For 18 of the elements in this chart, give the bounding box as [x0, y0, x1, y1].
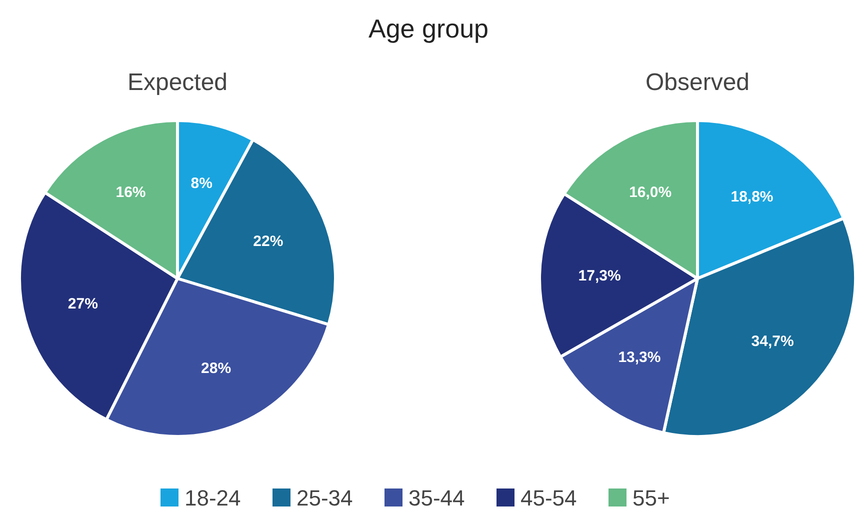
slice-label: Expected [127, 69, 228, 96]
data-label: 17,3% [578, 268, 621, 285]
chart-title: Age group [368, 14, 488, 44]
data-label: 27% [68, 296, 98, 313]
data-label: 28% [201, 360, 232, 378]
data-label: 34,7% [751, 332, 794, 350]
legend-label: 45-54 [520, 486, 577, 510]
data-label: 8% [190, 175, 212, 192]
data-label: 13,3% [618, 348, 661, 366]
data-label: 18,8% [730, 188, 774, 206]
data-label: 22% [253, 232, 284, 250]
legend-label: 25-34 [296, 486, 353, 510]
data-label: 16,0% [629, 184, 672, 202]
legend-label: 55+ [632, 486, 670, 510]
legend-label: 35-44 [408, 486, 465, 510]
slice-label: Observed [645, 69, 750, 96]
data-label: 16% [116, 184, 146, 201]
legend-label: 18-24 [184, 486, 241, 510]
